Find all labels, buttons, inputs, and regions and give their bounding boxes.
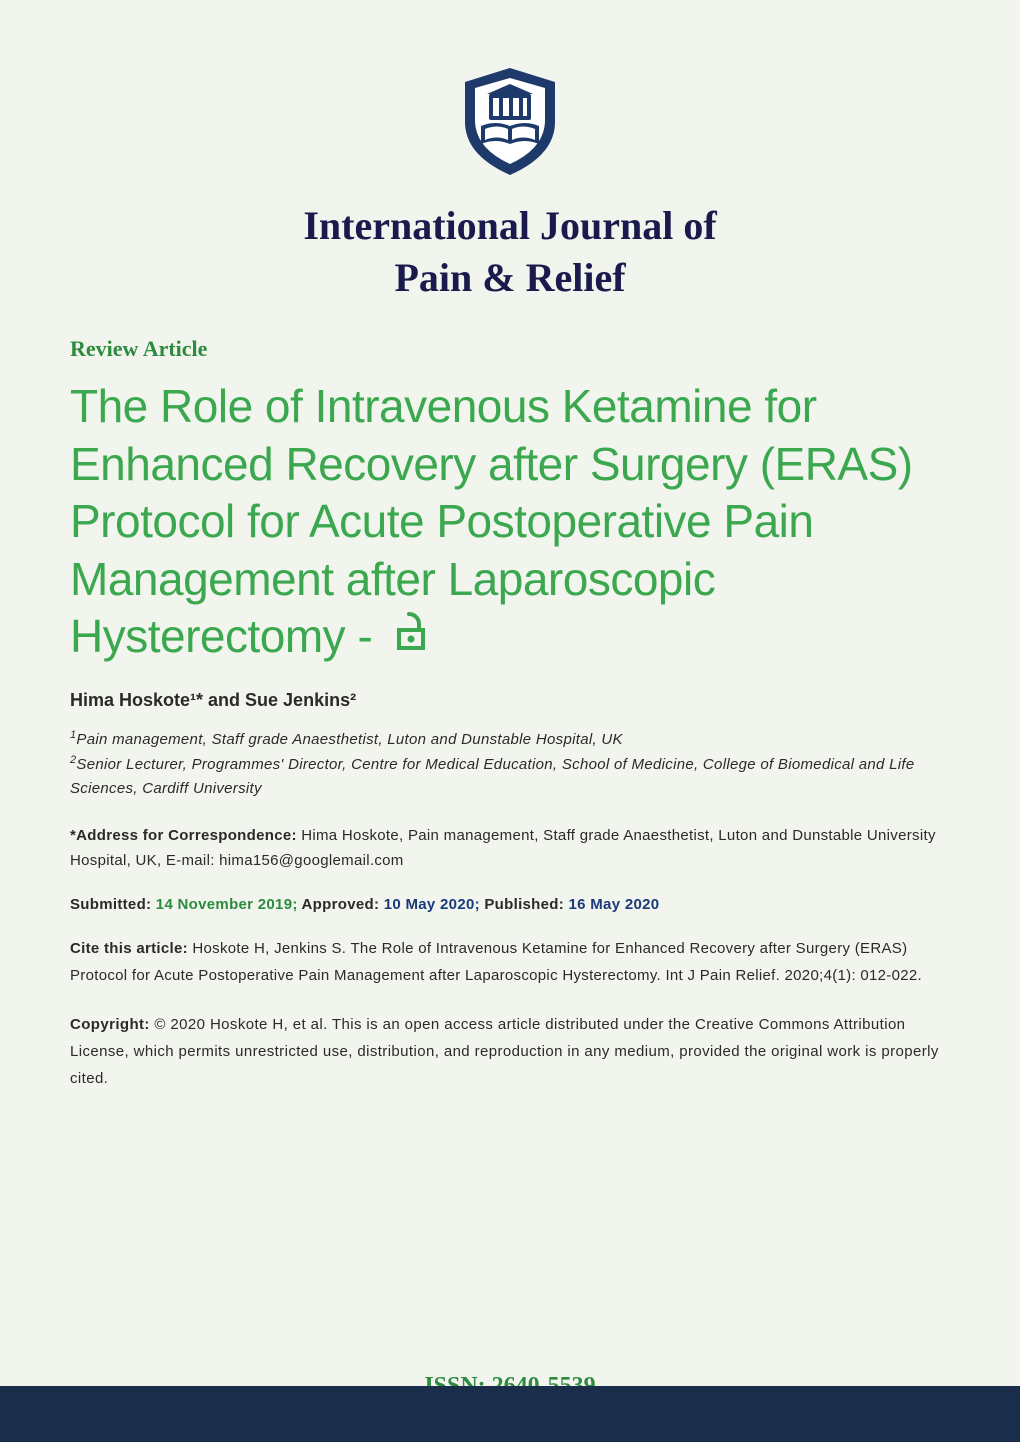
submitted-label: Submitted: bbox=[70, 896, 151, 913]
copyright: Copyright: © 2020 Hoskote H, et al. This… bbox=[70, 1011, 950, 1092]
copyright-label: Copyright: bbox=[70, 1016, 150, 1033]
title-text: The Role of Intravenous Ketamine for Enh… bbox=[70, 380, 913, 662]
footer-bar bbox=[0, 1386, 1020, 1442]
cite-label: Cite this article: bbox=[70, 940, 188, 957]
affiliations: 1Pain management, Staff grade Anaestheti… bbox=[70, 727, 950, 801]
open-access-icon bbox=[391, 608, 427, 666]
correspondence-label: *Address for Correspondence: bbox=[70, 827, 297, 844]
dates: Submitted: 14 November 2019; Approved: 1… bbox=[70, 896, 950, 913]
aff2-text: Senior Lecturer, Programmes' Director, C… bbox=[70, 756, 915, 797]
aff1-text: Pain management, Staff grade Anaesthetis… bbox=[76, 731, 622, 748]
logo-container bbox=[70, 60, 950, 180]
submitted-date: 14 November 2019; bbox=[151, 896, 297, 913]
article-type: Review Article bbox=[70, 336, 950, 362]
approved-label: Approved: bbox=[298, 896, 380, 913]
authors: Hima Hoskote¹* and Sue Jenkins² bbox=[70, 690, 950, 711]
article-title: The Role of Intravenous Ketamine for Enh… bbox=[70, 378, 950, 666]
journal-name: International Journal of Pain & Relief bbox=[70, 200, 950, 304]
copyright-text: © 2020 Hoskote H, et al. This is an open… bbox=[70, 1016, 939, 1087]
published-date: 16 May 2020 bbox=[564, 896, 659, 913]
published-label: Published: bbox=[480, 896, 564, 913]
correspondence: *Address for Correspondence: Hima Hoskot… bbox=[70, 823, 950, 874]
cite-article: Cite this article: Hoskote H, Jenkins S.… bbox=[70, 935, 950, 989]
journal-name-line2: Pain & Relief bbox=[394, 255, 625, 300]
journal-name-line1: International Journal of bbox=[303, 203, 716, 248]
journal-logo-icon bbox=[445, 60, 575, 180]
approved-date: 10 May 2020; bbox=[379, 896, 480, 913]
cite-text: Hoskote H, Jenkins S. The Role of Intrav… bbox=[70, 940, 922, 984]
